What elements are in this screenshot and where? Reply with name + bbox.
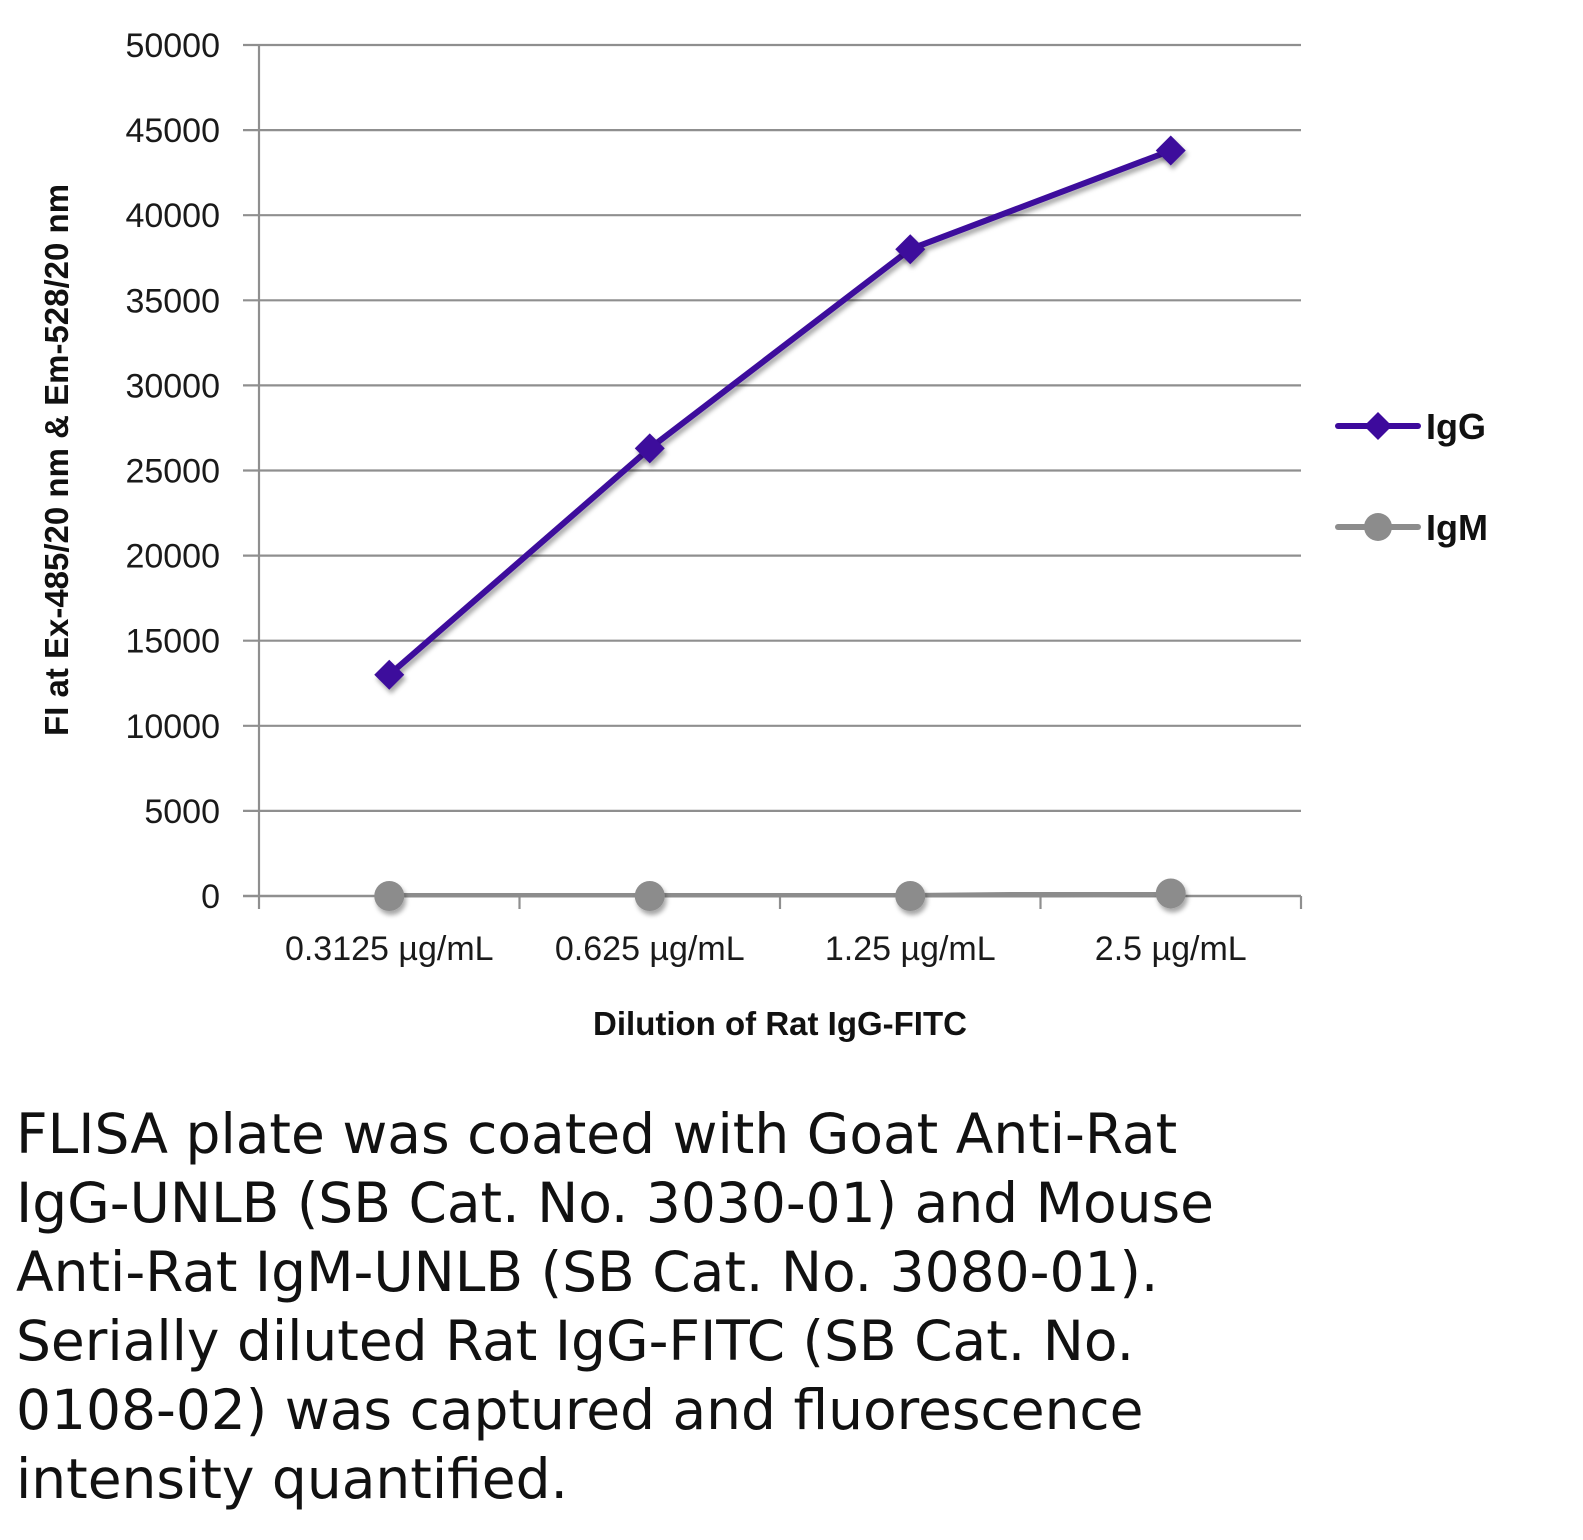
data-point-igg [374, 659, 405, 690]
caption-line: intensity quantified. [16, 1447, 568, 1511]
legend-label: IgM [1426, 507, 1488, 548]
data-point-igg [895, 234, 926, 265]
x-tick-label: 0.3125 µg/mL [285, 930, 494, 968]
series-line-igm [386, 890, 1174, 899]
x-tick-label: 1.25 µg/mL [825, 930, 996, 968]
figure-caption: FLISA plate was coated with Goat Anti-Ra… [16, 1100, 1556, 1514]
tick-labels: 0 5000 10000 15000 20000 25000 30000 35000 40000… [125, 27, 1246, 968]
y-tick-label: 30000 [125, 367, 220, 405]
data-point-igg [1155, 135, 1186, 166]
y-tick-label: 40000 [125, 197, 220, 235]
series-line-igg [386, 147, 1174, 678]
x-axis-title: Dilution of Rat IgG-FITC [593, 1005, 967, 1042]
y-axis-title: FI at Ex-485/20 nm & Em-528/20 nm [38, 184, 75, 736]
series-markers [374, 135, 1186, 911]
caption-line: FLISA plate was coated with Goat Anti-Ra… [16, 1102, 1178, 1166]
x-tick-label: 2.5 µg/mL [1095, 930, 1247, 968]
legend: IgG IgM [1335, 406, 1488, 548]
y-tick-label: 50000 [125, 27, 220, 65]
data-point-igg [634, 433, 665, 464]
y-tick-label: 15000 [125, 623, 220, 661]
gridlines [243, 43, 1301, 813]
legend-label: IgG [1426, 406, 1486, 447]
data-point-igm [1155, 878, 1186, 909]
line-chart: 0 5000 10000 15000 20000 25000 30000 35000 40000… [38, 27, 1488, 1042]
x-tick-label: 0.625 µg/mL [555, 930, 745, 968]
y-tick-label: 10000 [125, 708, 220, 746]
data-point-igm [634, 881, 665, 911]
y-tick-label: 5000 [144, 793, 220, 831]
y-tick-label: 45000 [125, 112, 220, 150]
axes [243, 45, 1303, 909]
y-tick-label: 0 [201, 878, 220, 916]
legend-marker [1364, 412, 1392, 440]
caption-line: Serially diluted Rat IgG-FITC (SB Cat. N… [16, 1309, 1135, 1373]
caption-line: 0108-02) was captured and fluorescence [16, 1378, 1144, 1442]
caption-line: IgG-UNLB (SB Cat. No. 3030-01) and Mouse [16, 1171, 1215, 1235]
y-tick-label: 25000 [125, 453, 220, 491]
series-lines [386, 147, 1174, 899]
y-tick-label: 35000 [125, 282, 220, 320]
chart-container: 0 5000 10000 15000 20000 25000 30000 35000 40000… [38, 27, 1488, 1042]
caption-line: Anti-Rat IgM-UNLB (SB Cat. No. 3080-01). [16, 1240, 1159, 1304]
legend-marker [1364, 513, 1392, 541]
data-point-igm [374, 881, 405, 911]
y-tick-label: 20000 [125, 538, 220, 576]
data-point-igm [895, 881, 926, 911]
